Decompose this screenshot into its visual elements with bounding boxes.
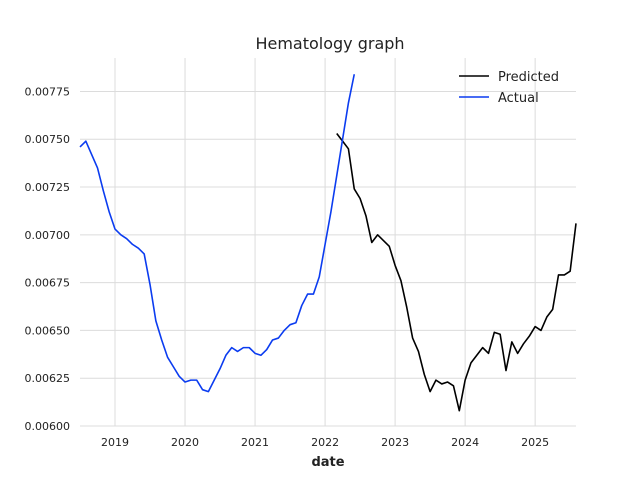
chart-title: Hematology graph [255,34,404,53]
y-tick-label: 0.00725 [25,181,71,194]
legend-label-predicted: Predicted [498,70,559,85]
y-tick-label: 0.00625 [25,372,71,385]
y-tick-labels: 0.00600 0.00625 0.00650 0.00675 0.00700 0.007… [25,85,71,433]
y-tick-label: 0.00650 [25,324,71,337]
x-axis-label: date [311,455,344,470]
y-tick-label: 0.00775 [25,85,71,98]
y-tick-label: 0.00750 [25,133,71,146]
series-line-predicted [336,133,577,412]
x-tick-labels: 2019 2020 2021 2022 2023 2024 2025 [101,436,549,449]
legend: Predicted Actual [459,70,559,106]
y-tick-label: 0.00700 [25,229,71,242]
legend-label-actual: Actual [498,91,539,106]
series-line-actual [79,74,356,393]
x-tick-label: 2023 [381,436,409,449]
grid-layer [80,58,576,427]
x-tick-label: 2022 [311,436,339,449]
x-tick-label: 2021 [241,436,269,449]
y-tick-label: 0.00600 [25,420,71,433]
x-tick-label: 2024 [451,436,479,449]
x-tick-label: 2020 [171,436,199,449]
series-layer [79,74,577,412]
x-tick-label: 2019 [101,436,129,449]
x-tick-label: 2025 [521,436,549,449]
y-tick-label: 0.00675 [25,277,71,290]
